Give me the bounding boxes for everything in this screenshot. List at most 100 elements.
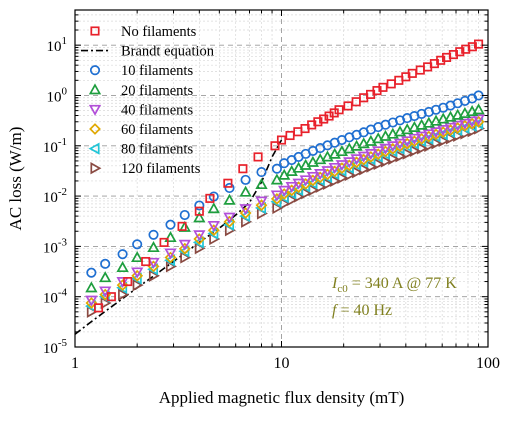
40-filaments-point xyxy=(444,122,457,134)
no-filaments-point xyxy=(253,152,263,162)
no-filaments-point xyxy=(205,193,215,203)
40-filaments-point xyxy=(422,129,435,141)
40-filaments-point xyxy=(328,162,341,174)
legend-swatch-20-filaments xyxy=(88,83,102,95)
no-filaments-point xyxy=(313,117,323,127)
40-filaments-point xyxy=(255,196,268,208)
20-filaments-point xyxy=(401,123,414,135)
20-filaments-point xyxy=(458,106,472,118)
no-filaments-point xyxy=(223,178,233,188)
40-filaments-point xyxy=(239,204,252,216)
20-filaments-point xyxy=(386,127,399,139)
no-filaments-point xyxy=(351,97,361,107)
no-filaments-point xyxy=(293,127,303,137)
legend-swatch-no-filaments xyxy=(90,26,100,36)
20-filaments-point xyxy=(472,103,485,115)
40-filaments-point xyxy=(350,154,363,166)
legend-swatch-10-filaments xyxy=(89,65,101,76)
20-filaments-point xyxy=(239,185,252,197)
brandt-equation-line xyxy=(74,139,283,335)
no-filaments-point xyxy=(238,164,248,174)
y-tick-label: 10-2 xyxy=(43,186,67,206)
legend-label-20-filaments: 20 filaments xyxy=(121,83,193,99)
legend-label-no-filaments: No filaments xyxy=(121,24,197,40)
no-filaments-point xyxy=(123,277,133,287)
y-tick-label: 10-5 xyxy=(43,337,68,357)
60-filaments-point xyxy=(85,297,98,309)
10-filaments-point xyxy=(86,267,97,278)
60-filaments-point xyxy=(223,215,236,228)
40-filaments-point xyxy=(207,220,220,232)
20-filaments-point xyxy=(422,116,435,128)
no-filaments-point xyxy=(448,50,458,60)
20-filaments-point xyxy=(328,147,341,159)
no-filaments-point xyxy=(159,237,169,247)
60-filaments-point xyxy=(270,192,283,205)
no-filaments-point xyxy=(285,130,295,141)
60-filaments-point xyxy=(239,207,252,219)
legend-swatch-60-filaments xyxy=(89,123,101,135)
axis-ticks: 1 10 100 10-5 10-4 10-3 10-2 10-1 100 101 xyxy=(43,10,500,372)
20-filaments-point xyxy=(393,125,407,137)
legend-label-60-filaments: 60 filaments xyxy=(121,122,193,138)
10-filaments-point xyxy=(165,219,176,230)
no-filaments-point xyxy=(93,303,104,313)
no-filaments-point xyxy=(276,135,287,145)
20-filaments-point xyxy=(335,145,349,157)
40-filaments-point xyxy=(465,116,479,128)
no-filaments-point xyxy=(334,105,344,115)
40-filaments-point xyxy=(437,125,450,137)
legend-swatch-40-filaments xyxy=(88,104,102,116)
40-filaments-point xyxy=(131,267,144,279)
20-filaments-point xyxy=(207,202,220,214)
40-filaments-point xyxy=(285,181,298,193)
20-filaments-point xyxy=(131,251,144,263)
20-filaments-point xyxy=(178,220,191,232)
20-filaments-point xyxy=(147,241,160,253)
no-filaments-point xyxy=(141,256,151,267)
20-filaments-point xyxy=(451,108,464,120)
10-filaments-point xyxy=(117,249,128,260)
y-tick-label: 10-3 xyxy=(43,236,68,256)
no-filaments-point xyxy=(106,292,116,302)
40-filaments-point xyxy=(379,143,392,155)
legend-label-40-filaments: 40 filaments xyxy=(121,102,193,118)
40-filaments-point xyxy=(343,157,356,169)
20-filaments-point xyxy=(223,193,236,205)
80-filaments-point xyxy=(207,227,219,240)
data-markers xyxy=(84,39,486,318)
40-filaments-point xyxy=(472,114,485,126)
20-filaments-point xyxy=(314,153,327,165)
20-filaments-point xyxy=(415,118,428,130)
legend: No filaments Brandt equation 10 filaments 2… xyxy=(81,24,215,177)
no-filaments-point xyxy=(194,206,204,216)
no-filaments-point xyxy=(415,65,425,75)
40-filaments-point xyxy=(429,127,443,139)
legend-label-brandt-equation: Brandt equation xyxy=(121,44,215,60)
10-filaments-point xyxy=(194,200,205,211)
40-filaments-point xyxy=(335,160,349,172)
40-filaments-point xyxy=(85,295,98,307)
legend-label-80-filaments: 80 filaments xyxy=(121,142,193,158)
120-filaments-point xyxy=(100,296,112,310)
40-filaments-point xyxy=(401,136,414,148)
20-filaments-point xyxy=(357,137,370,149)
40-filaments-point xyxy=(321,166,334,178)
60-filaments-point xyxy=(178,242,191,255)
20-filaments-point xyxy=(116,261,129,273)
10-filaments-point xyxy=(271,163,282,174)
60-filaments-point xyxy=(193,233,206,245)
40-filaments-point xyxy=(408,133,421,145)
40-filaments-point xyxy=(314,169,327,181)
annotation-frequency: f = 40 Hz xyxy=(332,302,392,319)
60-filaments-point xyxy=(164,251,177,264)
no-filaments-point xyxy=(386,79,396,89)
10-filaments-point xyxy=(240,174,251,185)
60-filaments-point xyxy=(116,279,129,292)
40-filaments-point xyxy=(306,171,320,183)
20-filaments-point xyxy=(372,132,385,144)
40-filaments-point xyxy=(451,120,464,132)
40-filaments-point xyxy=(393,138,407,150)
legend-swatch-120-filaments xyxy=(90,162,102,175)
